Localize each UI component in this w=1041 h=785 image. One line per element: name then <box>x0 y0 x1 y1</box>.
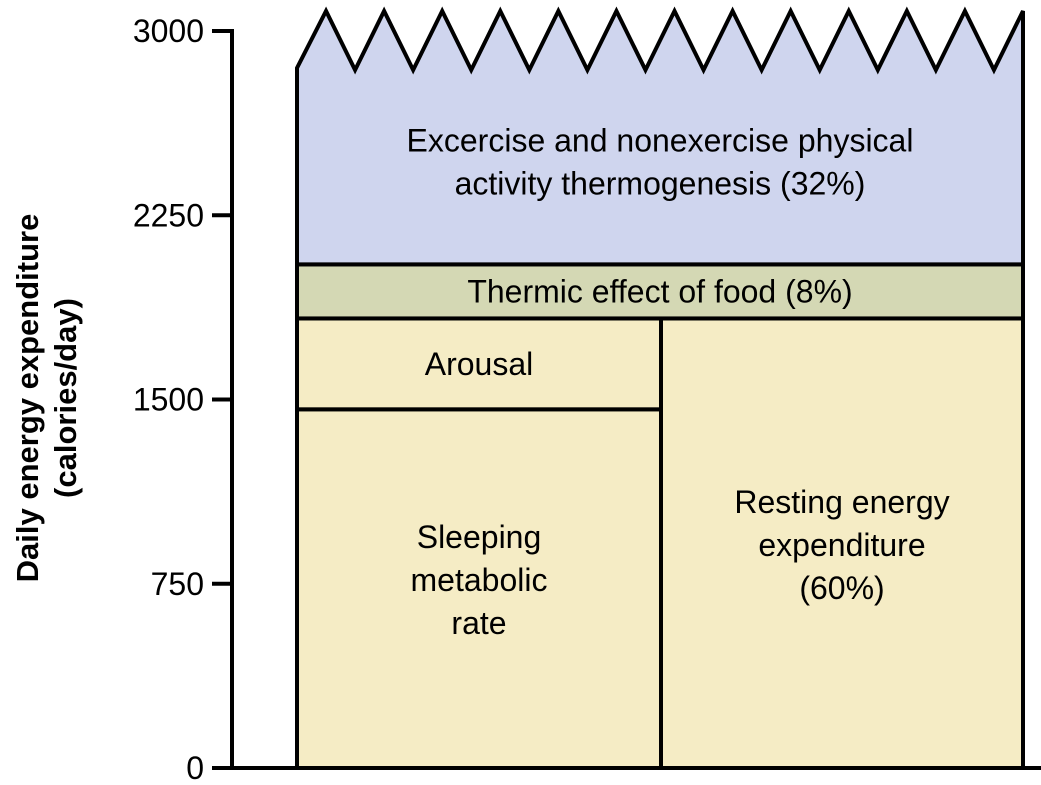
y-tick-label: 1500 <box>133 382 204 418</box>
segment-label-arousal: Arousal <box>425 346 534 382</box>
y-tick-label: 3000 <box>133 13 204 49</box>
y-tick-label: 0 <box>186 750 204 785</box>
segment-label-thermic: Thermic effect of food (8%) <box>467 273 852 309</box>
segment-sleeping <box>295 407 663 770</box>
segment-thermic <box>295 262 1025 321</box>
segment-activity <box>295 6 1025 267</box>
segment-label-activity: Excercise and nonexercise physical activi… <box>407 123 914 202</box>
segment-label-sleeping: Sleeping metabolic rate <box>411 519 548 641</box>
segment-labels: Sleeping metabolic rate Arousal Resting ener… <box>407 123 950 642</box>
y-axis-title: Daily energy expenditure(calories/day) <box>10 214 83 583</box>
y-axis: 0 750 1500 2250 3000 <box>133 13 1041 785</box>
y-tick-label: 750 <box>151 566 204 602</box>
segment-label-resting: Resting energy expenditure (60%) <box>734 484 949 606</box>
segments-layer <box>295 6 1025 770</box>
segment-arousal <box>295 316 663 412</box>
y-tick-label: 2250 <box>133 197 204 233</box>
